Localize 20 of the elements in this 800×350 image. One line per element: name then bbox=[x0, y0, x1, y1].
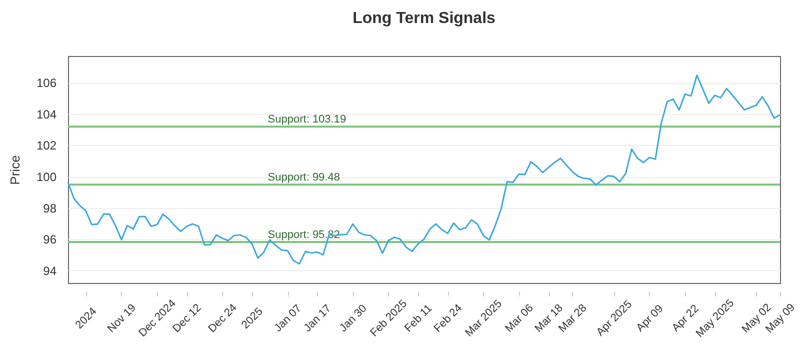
ref-line-label: Support: 103.19 bbox=[268, 114, 346, 126]
line-series bbox=[67, 74, 781, 265]
x-tick-label: Jan 17 bbox=[302, 302, 334, 334]
x-tick-label: Jan 30 bbox=[337, 302, 370, 334]
y-axis-title: Price bbox=[7, 155, 22, 185]
y-tick-label: 96 bbox=[43, 232, 57, 247]
y-tick-label: 98 bbox=[43, 201, 57, 216]
x-tick-label: Jan 07 bbox=[272, 302, 304, 334]
x-tick-label: Nov 19 bbox=[105, 302, 138, 336]
x-tick-label: Dec 24 bbox=[206, 302, 240, 336]
y-tick-label: 104 bbox=[36, 107, 57, 122]
y-tick-label: 100 bbox=[36, 170, 57, 184]
chart-title: Long Term Signals bbox=[352, 10, 496, 27]
y-tick-label: 94 bbox=[43, 264, 57, 278]
ref-line-label: Support: 99.48 bbox=[268, 172, 340, 184]
x-tick-label: Apr 09 bbox=[634, 302, 666, 334]
y-tick-label: 106 bbox=[36, 76, 57, 90]
x-tick-label: Mar 06 bbox=[503, 302, 536, 335]
y-tick-label: 102 bbox=[36, 138, 57, 153]
x-tick-label: Feb 24 bbox=[432, 302, 465, 335]
